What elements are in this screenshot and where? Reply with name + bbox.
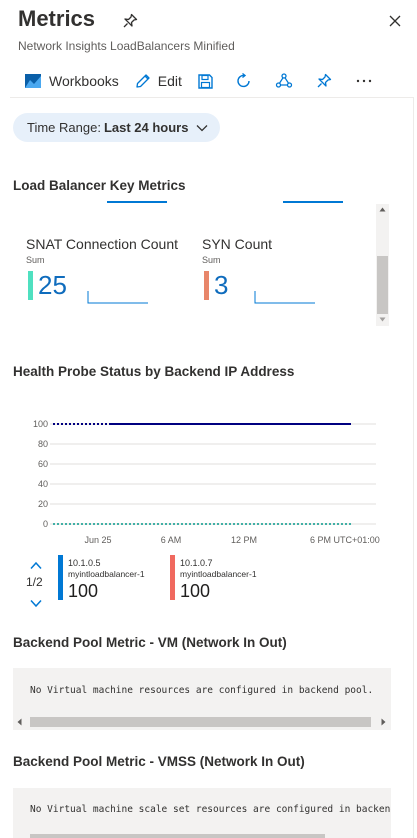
legend-color-bar [58, 555, 63, 600]
pin-to-dashboard-icon[interactable] [315, 66, 333, 96]
x-tick-label: 6 AM [161, 535, 182, 545]
backend-vm-message-box: No Virtual machine resources are configu… [13, 668, 391, 714]
y-tick-label: 40 [38, 479, 48, 489]
edit-label: Edit [157, 73, 182, 89]
toolbar: Workbooks Edit [18, 64, 373, 98]
hscrollbar-thumb[interactable] [30, 717, 371, 727]
snat-sparkline [87, 291, 149, 310]
page-subtitle: Network Insights LoadBalancers Minified [18, 39, 235, 53]
backend-vmss-message-box: No Virtual machine scale set resources a… [13, 788, 391, 838]
scroll-down-icon[interactable] [379, 317, 386, 322]
legend-name: myintloadbalancer-1 [180, 569, 257, 579]
snat-metric-name: SNAT Connection Count [26, 236, 179, 252]
y-tick-label: 80 [38, 439, 48, 449]
panel-edge [413, 98, 414, 838]
chart-svg: 100 80 60 40 20 0 Jun 25 6 AM 12 PM 6 PM UTC+01:0… [33, 419, 380, 545]
legend-value: 100 [68, 581, 99, 601]
edit-button[interactable]: Edit [135, 66, 182, 96]
syn-sparkline [254, 291, 316, 310]
legend-name: myintloadbalancer-1 [68, 569, 145, 579]
legend-next-icon[interactable] [29, 595, 43, 613]
y-tick-label: 60 [38, 459, 48, 469]
key-metrics-title: Load Balancer Key Metrics [13, 178, 186, 193]
save-icon[interactable] [197, 66, 214, 96]
workbooks-icon [24, 72, 42, 90]
legend-value: 100 [180, 581, 211, 601]
refresh-icon[interactable] [235, 66, 253, 96]
scroll-up-icon[interactable] [379, 207, 386, 212]
backend-vmss-message: No Virtual machine scale set resources a… [30, 804, 391, 815]
backend-vm-hscrollbar[interactable] [13, 714, 391, 730]
time-range-dropdown[interactable]: Time Range: Last 24 hours [13, 113, 221, 142]
page-title: Metrics [18, 6, 96, 31]
scrollbar-thumb[interactable] [377, 256, 388, 314]
legend-ip: 10.1.0.5 [68, 558, 101, 568]
hscrollbar-thumb[interactable] [30, 834, 325, 838]
snat-metric-aggregation: Sum [26, 255, 45, 265]
legend-pager: 1/2 [26, 575, 43, 589]
backend-vm-title: Backend Pool Metric - VM (Network In Out… [13, 635, 287, 650]
scroll-right-icon[interactable] [381, 718, 386, 726]
syn-metric-aggregation: Sum [202, 255, 221, 265]
time-range-label: Time Range: [27, 120, 101, 135]
syn-metric-name: SYN Count [202, 236, 273, 252]
pin-icon[interactable] [121, 12, 139, 30]
y-tick-label: 0 [43, 519, 48, 529]
legend-prev-icon[interactable] [29, 557, 43, 575]
scroll-left-icon[interactable] [17, 718, 22, 726]
backend-vm-message: No Virtual machine resources are configu… [30, 685, 374, 696]
workbooks-button[interactable]: Workbooks [24, 66, 119, 96]
edit-icon [135, 73, 151, 89]
snat-metric-value: 25 [38, 270, 67, 300]
legend-color-bar [170, 555, 175, 600]
y-tick-label: 20 [38, 499, 48, 509]
health-probe-title: Health Probe Status by Backend IP Addres… [13, 364, 295, 379]
x-tick-label: 12 PM [231, 535, 257, 545]
tile-top-line [107, 201, 167, 203]
workbooks-label: Workbooks [49, 73, 119, 89]
chevron-down-icon [188, 120, 208, 135]
more-options-icon[interactable] [355, 66, 373, 96]
syn-metric-color-bar [204, 271, 209, 300]
share-icon[interactable] [275, 66, 293, 96]
close-icon[interactable] [386, 12, 404, 30]
metrics-scrollbar[interactable] [376, 204, 389, 326]
backend-vmss-title: Backend Pool Metric - VMSS (Network In O… [13, 754, 305, 769]
health-probe-chart: 100 80 60 40 20 0 Jun 25 6 AM 12 PM 6 PM UTC+01:0… [28, 410, 388, 555]
syn-metric-value: 3 [214, 270, 229, 300]
x-tick-label: Jun 25 [84, 535, 111, 545]
x-tick-label: 6 PM UTC+01:00 [310, 535, 380, 545]
y-tick-label: 100 [33, 419, 48, 429]
legend-ip: 10.1.0.7 [180, 558, 213, 568]
time-range-value: Last 24 hours [103, 120, 189, 135]
toolbar-divider [10, 97, 414, 98]
tile-top-line [283, 201, 343, 203]
snat-metric-color-bar [28, 271, 33, 300]
